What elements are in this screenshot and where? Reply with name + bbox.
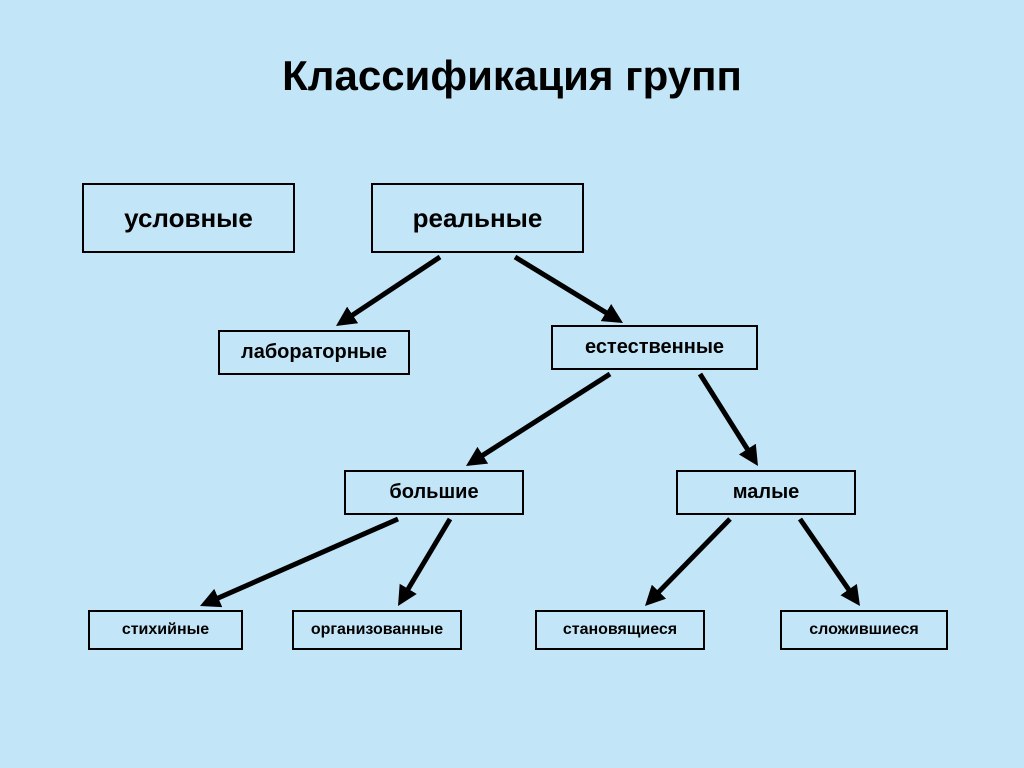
node-realnye: реальные <box>371 183 584 253</box>
node-stanovyashiesya: становящиеся <box>535 610 705 650</box>
node-malye: малые <box>676 470 856 515</box>
node-uslovnye: условные <box>82 183 295 253</box>
node-stihiynye: стихийные <box>88 610 243 650</box>
diagram-background <box>0 0 1024 768</box>
node-organizovannye: организованные <box>292 610 462 650</box>
diagram-title: Классификация групп <box>0 52 1024 100</box>
node-bolshie: большие <box>344 470 524 515</box>
node-slozhivshiesya: сложившиеся <box>780 610 948 650</box>
node-estestvennye: естественные <box>551 325 758 370</box>
node-laboratornye: лабораторные <box>218 330 410 375</box>
